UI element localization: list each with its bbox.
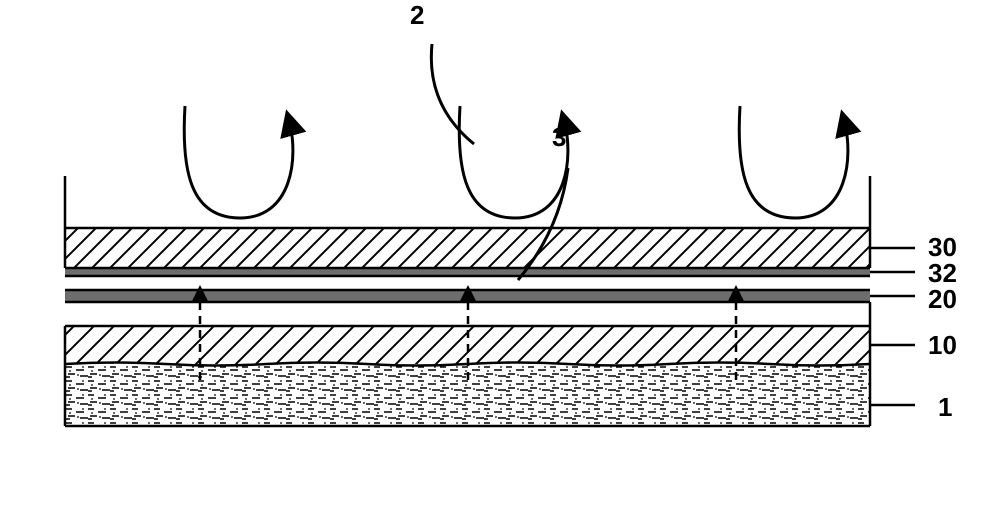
leader-line-2 (431, 44, 474, 144)
convection-arrow (739, 106, 848, 218)
layer-30 (65, 228, 870, 268)
gap-1 (65, 276, 870, 290)
cross-section-figure: 2 3 30 32 20 10 1 (0, 0, 1000, 501)
callout-label-10: 10 (928, 330, 957, 361)
diagram-svg (0, 0, 1000, 501)
callout-label-1: 1 (938, 392, 952, 423)
callout-label-2: 2 (410, 0, 424, 31)
convection-arrow (184, 106, 293, 218)
callout-label-3: 3 (552, 122, 566, 153)
callout-label-20: 20 (928, 284, 957, 315)
